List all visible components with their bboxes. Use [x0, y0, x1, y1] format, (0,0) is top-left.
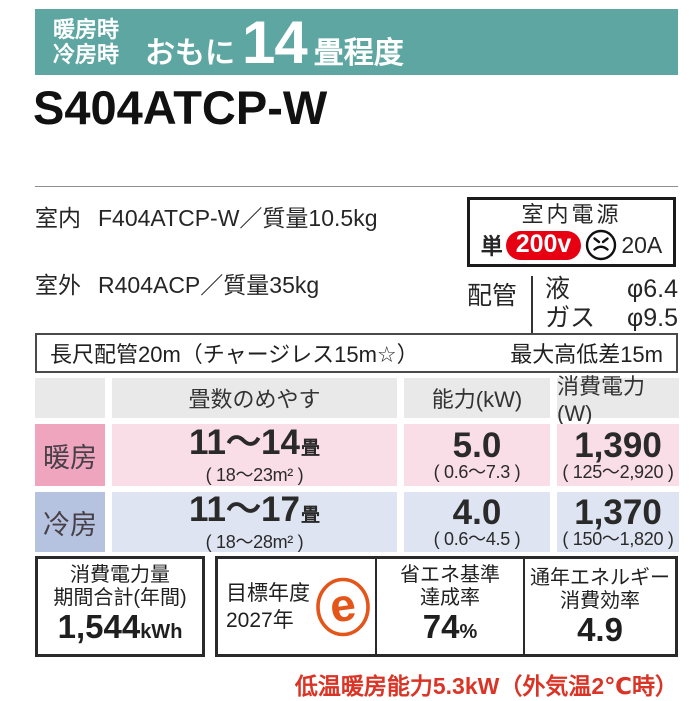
apf-title-2: 消費効率	[560, 590, 640, 612]
heating-tatami-value: 11〜14 畳	[189, 422, 320, 465]
heating-capacity-range: ( 0.6〜7.3 )	[433, 461, 521, 482]
outdoor-unit-spec: R404ACP／質量35kg	[98, 272, 320, 298]
piping-row-liquid: 液 φ6.4	[545, 276, 678, 302]
capacity-banner: 暖房時 冷房時 おもに 14 畳程度	[35, 8, 678, 77]
mode-labels: 暖房時 冷房時	[53, 17, 119, 67]
cooling-power-value: 1,370	[574, 492, 662, 532]
room-size-prefix: おもに	[145, 36, 236, 70]
apf-title-1: 通年エネルギー	[530, 567, 670, 589]
energy-rating-box: 目標年度 2027年 e 省エネ基準 達成率 74 % 通年エネルギー 消費効率…	[215, 556, 678, 657]
heating-area-range: ( 18〜23m² )	[205, 464, 304, 485]
apf-cell: 通年エネルギー 消費効率 4.9	[523, 559, 675, 654]
amperage-label: 20A	[621, 231, 663, 258]
cooling-tatami-unit: 畳	[300, 504, 320, 526]
cooling-area-range: ( 18〜28m² )	[205, 531, 304, 552]
eco-standard-value: 74 %	[423, 610, 478, 649]
power-supply-title: 室内電源	[521, 202, 622, 227]
heating-power-cell: 1,390 ( 125〜2,920 )	[557, 424, 679, 486]
cooling-tatami-value: 11〜17 畳	[189, 489, 320, 532]
cooling-tatami-range: 11〜17	[189, 489, 300, 529]
annual-consumption-title-1: 消費電力量	[70, 564, 170, 586]
outdoor-unit-label: 室外	[35, 272, 81, 298]
long-piping-box: 長尺配管20m（チャージレス15m☆） 最大高低差15m	[35, 333, 678, 373]
piping-table: 配管 液 φ6.4 ガス φ9.5	[467, 276, 678, 334]
cooling-capacity-value: 4.0	[452, 492, 502, 532]
cooling-power-cell: 1,370 ( 150〜1,820 )	[557, 492, 679, 552]
eco-standard-unit: %	[459, 621, 478, 643]
heating-power-range: ( 125〜2,920 )	[562, 461, 674, 482]
eco-target-title: 目標年度	[226, 581, 310, 605]
low-temp-heating-note: 低温暖房能力5.3kW（外気温2℃時）	[294, 673, 678, 699]
divider-line	[35, 186, 678, 187]
heating-mode-label: 暖房時	[53, 17, 120, 42]
eco-standard-title-1: 省エネ基準	[400, 564, 500, 586]
voltage-pill: 200v	[505, 230, 582, 260]
power-supply-spec: 単 200v 20A	[480, 228, 663, 262]
heating-tatami-cell: 11〜14 畳 ( 18〜23m² )	[112, 424, 397, 486]
heating-tatami-range: 11〜14	[189, 422, 300, 462]
eco-standard-cell: 省エネ基準 達成率 74 %	[375, 559, 523, 654]
liquid-pipe-diameter: φ6.4	[627, 275, 678, 303]
room-size-number: 14	[242, 8, 308, 76]
piping-label: 配管	[467, 282, 518, 310]
room-size-suffix: 畳程度	[313, 36, 404, 70]
cooling-power-range: ( 150〜1,820 )	[562, 528, 674, 549]
gas-pipe-label: ガス	[545, 304, 596, 332]
piping-rows: 液 φ6.4 ガス φ9.5	[531, 276, 678, 334]
annual-consumption-value: 1,544 kWh	[58, 610, 183, 649]
max-height-difference-note: 最大高低差15m	[510, 342, 663, 367]
power-supply-box: 室内電源 単 200v 20A	[467, 197, 676, 267]
annual-consumption-title-2: 期間合計(年間)	[53, 587, 187, 609]
liquid-pipe-label: 液	[545, 275, 571, 303]
indoor-unit-label: 室内	[35, 205, 81, 231]
eco-standard-number: 74	[422, 608, 460, 645]
heating-capacity-cell: 5.0 ( 0.6〜7.3 )	[404, 424, 550, 486]
spec-header-tatami: 畳数のめやす	[112, 378, 397, 418]
cooling-row-label: 冷房	[35, 492, 105, 552]
eco-standard-title-2: 達成率	[420, 587, 480, 609]
indoor-unit-row: 室内 F404ATCP-W／質量10.5kg	[35, 199, 377, 233]
eco-target-year: 2027年	[226, 608, 294, 632]
long-piping-note: 長尺配管20m（チャージレス15m☆）	[50, 342, 419, 367]
gas-pipe-diameter: φ9.5	[627, 304, 678, 332]
spec-header-power: 消費電力(W)	[557, 374, 679, 426]
heating-row-label: 暖房	[35, 424, 105, 486]
outlet-200v-icon	[584, 228, 618, 262]
power-phase-label: 単	[480, 234, 503, 259]
heating-capacity-value: 5.0	[452, 425, 502, 465]
annual-consumption-box: 消費電力量 期間合計(年間) 1,544 kWh	[35, 556, 205, 657]
annual-consumption-number: 1,544	[57, 608, 141, 645]
cooling-capacity-range: ( 0.6〜4.5 )	[433, 528, 521, 549]
apf-value: 4.9	[577, 611, 623, 648]
outdoor-unit-row: 室外 R404ACP／質量35kg	[35, 266, 319, 300]
heating-tatami-unit: 畳	[300, 437, 320, 459]
heating-power-value: 1,390	[574, 425, 662, 465]
spec-header-corner	[35, 378, 105, 418]
eco-target-lines: 目標年度 2027年	[226, 580, 310, 634]
cooling-capacity-cell: 4.0 ( 0.6〜4.5 )	[404, 492, 550, 552]
annual-consumption-unit: kWh	[140, 621, 183, 643]
energy-saving-e-mark-icon: e	[315, 577, 371, 637]
spec-table: 畳数のめやす 能力(kW) 消費電力(W) 暖房 11〜14 畳 ( 18〜23…	[35, 374, 679, 552]
room-size-statement: おもに 14 畳程度	[145, 8, 404, 77]
cooling-tatami-cell: 11〜17 畳 ( 18〜28m² )	[112, 492, 397, 552]
cooling-mode-label: 冷房時	[53, 42, 120, 67]
indoor-unit-spec: F404ATCP-W／質量10.5kg	[98, 205, 378, 231]
eco-target-cell: 目標年度 2027年 e	[218, 559, 375, 654]
model-number: S404ATCP-W	[33, 81, 328, 134]
spec-header-capacity: 能力(kW)	[404, 378, 550, 418]
piping-row-gas: ガス φ9.5	[545, 305, 678, 331]
